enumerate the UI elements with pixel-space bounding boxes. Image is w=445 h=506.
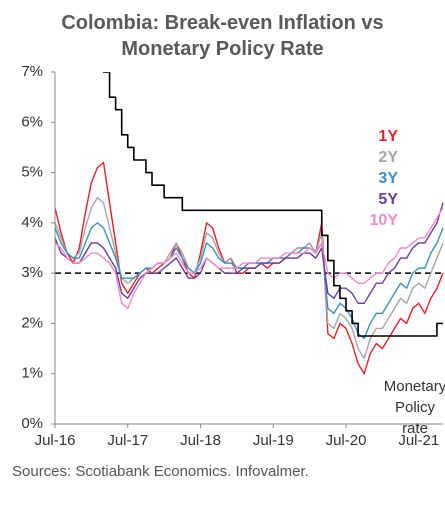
legend-label: 3Y [378, 170, 398, 187]
y-tick-label: 6% [21, 113, 43, 130]
legend-label: 1Y [378, 128, 398, 145]
source-note: Sources: Scotiabank Economics. Infovalme… [12, 463, 309, 480]
x-tick-label: Jul-17 [107, 432, 148, 449]
series-line [55, 202, 444, 305]
y-tick-label: 3% [21, 264, 43, 281]
y-tick-label: 4% [21, 214, 43, 231]
x-tick-label: Jul-18 [180, 432, 221, 449]
legend-label: 5Y [378, 191, 398, 208]
plot-area [55, 72, 444, 375]
y-tick-label: 2% [21, 314, 43, 331]
chart-title: Colombia: Break-even Inflation vs Moneta… [0, 10, 445, 62]
y-tick-label: 7% [21, 63, 43, 80]
series-line [55, 207, 444, 310]
x-tick-label: Jul-16 [35, 432, 76, 449]
legend-label: 2Y [378, 149, 398, 166]
legend-label: 10Y [370, 212, 399, 229]
x-tick-label: Jul-20 [326, 432, 367, 449]
series-annotation: Monetary Policy rate [383, 378, 445, 437]
x-tick-label: Jul-19 [253, 432, 294, 449]
policy-rate-line [102, 72, 443, 337]
y-tick-label: 5% [21, 164, 43, 181]
y-tick-label: 0% [21, 415, 43, 432]
chart-title-text: Colombia: Break-even Inflation vs Moneta… [61, 12, 384, 60]
x-tick-label: Jul-21 [398, 432, 439, 449]
y-tick-label: 1% [21, 365, 43, 382]
